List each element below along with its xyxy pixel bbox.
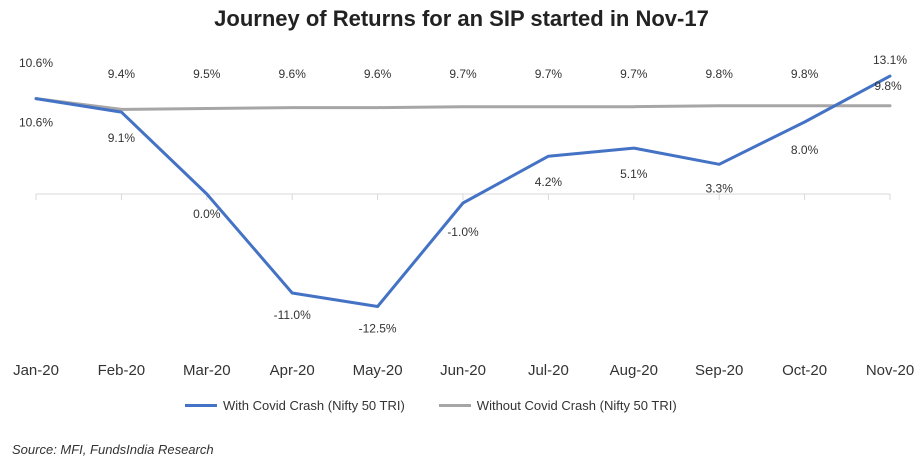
x-tick-label: Jan-20 xyxy=(13,362,59,379)
legend-label-with-covid: With Covid Crash (Nifty 50 TRI) xyxy=(223,398,405,413)
legend-item-with-covid: With Covid Crash (Nifty 50 TRI) xyxy=(185,398,405,413)
x-tick-label: Oct-20 xyxy=(782,362,827,379)
data-label-with-covid: 13.1% xyxy=(873,53,907,67)
data-label-with-covid: -1.0% xyxy=(447,225,479,239)
legend-label-without-covid: Without Covid Crash (Nifty 50 TRI) xyxy=(476,398,677,413)
data-label-without-covid: 9.4% xyxy=(108,67,136,81)
source-note: Source: MFI, FundsIndia Research xyxy=(12,442,214,457)
series-line-without-covid xyxy=(34,97,892,111)
x-tick-label: Nov-20 xyxy=(866,362,914,379)
data-label-with-covid: 9.1% xyxy=(108,131,136,145)
x-tick-label: Jun-20 xyxy=(440,362,486,379)
data-label-without-covid: 9.8% xyxy=(874,79,902,93)
data-label-with-covid: 4.2% xyxy=(535,175,563,189)
data-label-with-covid: 3.3% xyxy=(706,181,734,195)
x-tick-label: Sep-20 xyxy=(695,362,743,379)
data-label-without-covid: 9.8% xyxy=(706,67,734,81)
data-label-with-covid: -11.0% xyxy=(274,308,311,322)
data-label-with-covid: 5.1% xyxy=(620,167,648,181)
x-tick-label: Jul-20 xyxy=(528,362,569,379)
x-tick-label: Feb-20 xyxy=(98,362,146,379)
legend-swatch-without-covid xyxy=(438,404,471,407)
data-label-without-covid: 9.7% xyxy=(535,67,563,81)
x-tick-label: Aug-20 xyxy=(610,362,658,379)
data-label-without-covid: 10.6% xyxy=(19,56,53,70)
data-label-with-covid: 10.6% xyxy=(19,116,53,130)
x-tick-label: Apr-20 xyxy=(270,362,315,379)
data-label-with-covid: -12.5% xyxy=(359,322,397,336)
legend-item-without-covid: Without Covid Crash (Nifty 50 TRI) xyxy=(438,398,677,413)
series-line-with-covid xyxy=(34,74,892,308)
chart-legend: With Covid Crash (Nifty 50 TRI) Without … xyxy=(185,398,711,413)
legend-swatch-with-covid xyxy=(185,404,217,407)
data-label-with-covid: 8.0% xyxy=(791,143,819,157)
data-label-with-covid: 0.0% xyxy=(193,207,221,221)
data-label-without-covid: 9.6% xyxy=(364,67,392,81)
data-label-without-covid: 9.7% xyxy=(620,67,648,81)
chart-title: Journey of Returns for an SIP started in… xyxy=(214,6,709,31)
data-label-without-covid: 9.5% xyxy=(193,67,221,81)
data-label-without-covid: 9.6% xyxy=(279,67,307,81)
data-label-without-covid: 9.8% xyxy=(791,67,819,81)
data-label-without-covid: 9.7% xyxy=(449,67,477,81)
x-tick-label: May-20 xyxy=(353,362,403,379)
x-tick-label: Mar-20 xyxy=(183,362,231,379)
